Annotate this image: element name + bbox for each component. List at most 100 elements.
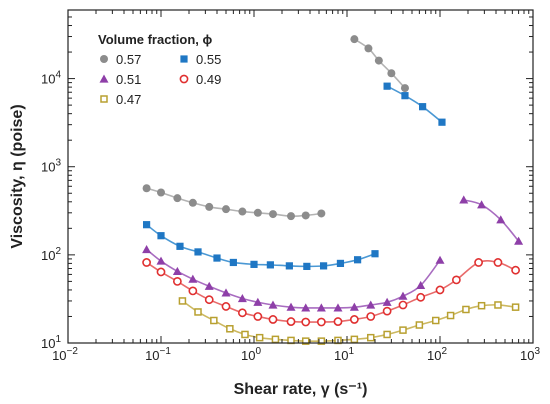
data-point-0.57	[205, 202, 214, 211]
data-point-0.55	[353, 256, 362, 264]
data-point-0.51	[188, 274, 198, 283]
legend-label-0.51: 0.51	[116, 72, 141, 87]
data-point-0.55	[383, 82, 391, 90]
legend: Volume fraction, ϕ 0.57 0.55 0.51 0.49 0.47	[98, 32, 221, 107]
data-point-0.49	[474, 258, 483, 267]
data-point-0.49	[188, 286, 198, 296]
data-point-0.49	[493, 258, 503, 267]
fit-curve-0.51	[463, 199, 520, 242]
y-axis-title: Viscosity, η (poise)	[9, 104, 26, 248]
data-point-0.57	[142, 184, 151, 193]
data-point-0.57	[374, 56, 383, 65]
data-point-0.49	[142, 258, 151, 267]
data-point-0.49	[301, 317, 311, 327]
fit-curve-0.55	[386, 85, 443, 123]
data-point-0.57	[350, 35, 359, 44]
data-point-0.49	[316, 317, 326, 327]
data-point-0.51	[416, 280, 426, 290]
data-point-0.51	[349, 302, 359, 311]
data-point-0.55	[266, 261, 274, 269]
plot-frame	[67, 9, 534, 344]
data-point-0.47	[494, 301, 502, 309]
data-point-0.57	[364, 44, 373, 53]
data-point-0.49	[451, 275, 461, 285]
legend-marker-0.51	[99, 74, 109, 83]
data-point-0.55	[194, 248, 202, 256]
data-point-0.51	[142, 245, 152, 254]
fit-curve-0.57	[146, 187, 322, 217]
data-point-0.51	[333, 303, 343, 312]
data-point-0.51	[204, 281, 214, 290]
data-point-0.55	[438, 118, 446, 126]
data-point-0.57	[301, 211, 310, 220]
data-point-0.55	[303, 262, 311, 270]
y-tick-label: 101	[41, 334, 61, 351]
data-point-0.51	[382, 297, 392, 306]
y-tick-label: 102	[41, 246, 61, 263]
x-tick-label: 101	[334, 346, 354, 363]
data-point-0.51	[301, 303, 311, 312]
data-point-0.49	[253, 312, 263, 321]
data-point-0.47	[317, 337, 326, 345]
data-point-0.47	[383, 330, 391, 339]
legend-label-0.57: 0.57	[116, 52, 141, 67]
data-point-0.55	[229, 258, 237, 267]
data-point-0.47	[210, 316, 218, 325]
data-point-0.49	[221, 302, 231, 311]
fit-curve-0.47	[181, 300, 516, 343]
x-tick-label: 103	[520, 346, 540, 363]
data-point-0.57	[222, 205, 231, 214]
legend-title: Volume fraction, ϕ	[98, 32, 212, 47]
legend-label-0.49: 0.49	[196, 72, 221, 87]
data-point-0.55	[157, 232, 165, 240]
data-point-0.51	[514, 236, 524, 245]
data-point-0.47	[462, 305, 470, 314]
data-point-0.57	[157, 188, 165, 197]
data-point-0.55	[336, 259, 345, 268]
data-point-0.49	[204, 295, 214, 305]
data-point-0.49	[398, 300, 408, 310]
data-point-0.55	[401, 92, 409, 100]
data-point-0.51	[459, 195, 469, 204]
data-point-0.57	[238, 207, 247, 216]
data-point-0.51	[221, 288, 231, 297]
data-point-0.57	[268, 210, 277, 219]
data-point-0.55	[142, 221, 151, 229]
data-point-0.57	[173, 194, 182, 203]
data-point-0.49	[237, 308, 247, 318]
data-point-0.47	[511, 303, 520, 311]
data-point-0.47	[194, 308, 202, 316]
data-point-0.55	[419, 103, 427, 111]
data-point-0.49	[156, 267, 166, 277]
data-markers	[142, 35, 524, 345]
data-point-0.51	[253, 297, 263, 306]
data-point-0.51	[398, 291, 408, 300]
data-point-0.47	[399, 326, 407, 334]
data-point-0.51	[286, 302, 296, 311]
data-point-0.49	[333, 317, 343, 326]
data-point-0.51	[172, 266, 182, 275]
data-point-0.51	[496, 215, 506, 224]
data-point-0.47	[446, 311, 455, 320]
data-point-0.49	[366, 312, 376, 321]
data-point-0.49	[511, 265, 521, 275]
data-point-0.47	[301, 337, 310, 345]
legend-marker-0.55	[180, 55, 188, 63]
legend-label-0.47: 0.47	[116, 92, 141, 107]
data-point-0.55	[250, 260, 258, 268]
data-point-0.47	[350, 335, 359, 344]
y-tick-label: 104	[41, 70, 61, 87]
data-point-0.49	[286, 317, 296, 326]
data-point-0.49	[268, 315, 278, 324]
data-point-0.55	[213, 254, 221, 262]
data-point-0.55	[176, 242, 184, 250]
x-tick-label: 10−2	[52, 346, 78, 363]
legend-marker-0.57	[100, 55, 108, 63]
x-tick-label: 100	[241, 346, 261, 363]
data-point-0.51	[435, 255, 445, 264]
x-tick-label: 10−1	[145, 346, 171, 363]
data-point-0.49	[172, 276, 182, 286]
fit-curve-0.49	[146, 260, 516, 323]
data-point-0.49	[416, 292, 426, 302]
